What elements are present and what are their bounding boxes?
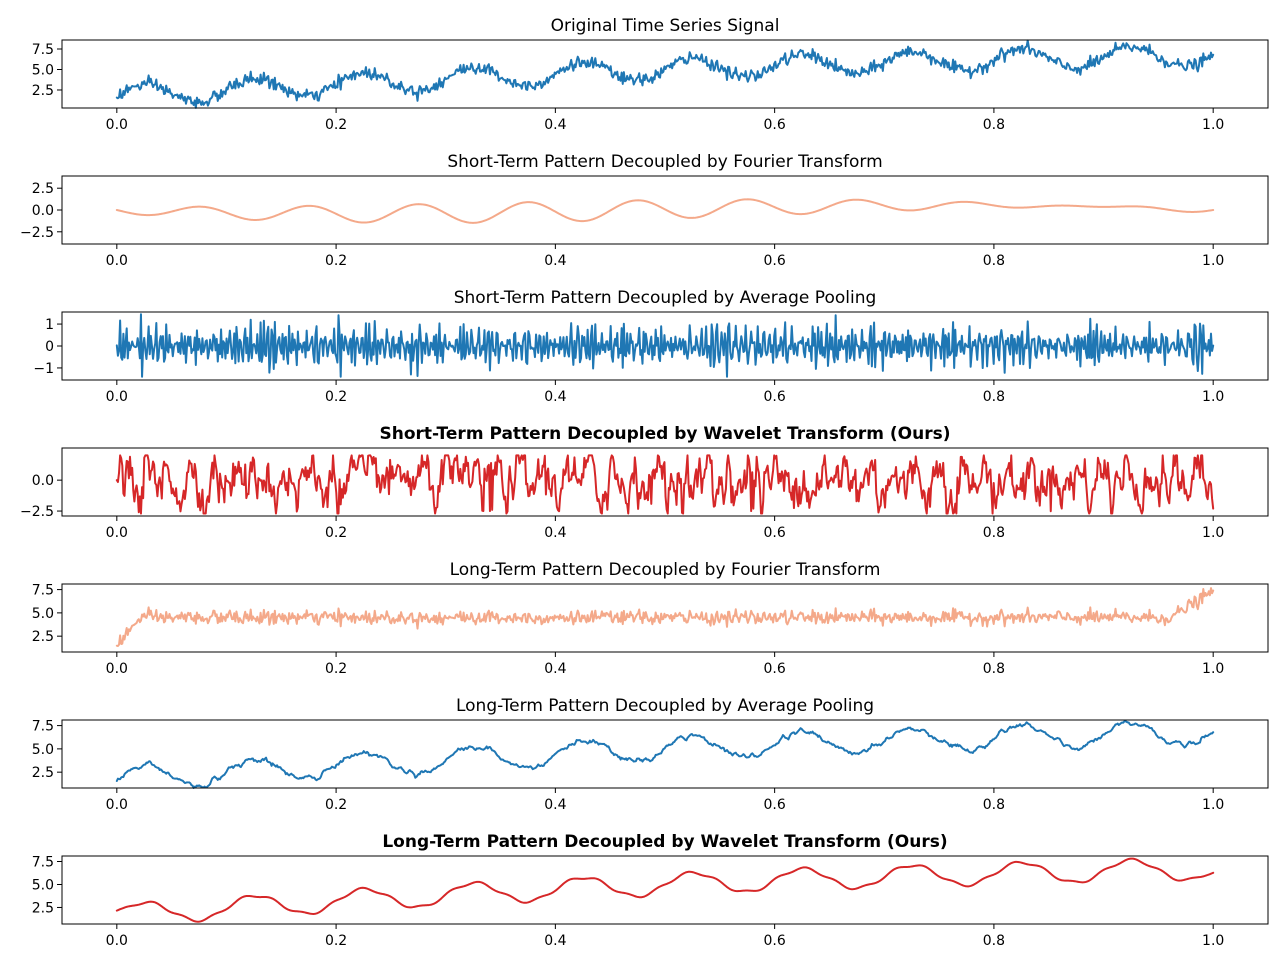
x-tick-label: 1.0 <box>1202 253 1224 269</box>
y-tick-label: 0.0 <box>32 473 54 489</box>
y-tick-label: 7.5 <box>32 719 54 735</box>
series-line <box>115 313 1215 378</box>
x-tick-label: 0.4 <box>544 117 566 133</box>
x-tick-label: 0.6 <box>764 525 786 541</box>
x-tick-label: 0.8 <box>983 117 1005 133</box>
subplot-2: Short-Term Pattern Decoupled by Fourier … <box>20 152 1269 269</box>
y-tick-label: −1 <box>33 361 54 377</box>
x-tick-label: 0.8 <box>983 389 1005 405</box>
series-line <box>115 454 1215 515</box>
subplot-title: Long-Term Pattern Decoupled by Fourier T… <box>450 560 881 580</box>
x-tick-label: 0.8 <box>983 933 1005 949</box>
x-tick-label: 0.4 <box>544 525 566 541</box>
x-tick-label: 0.2 <box>325 933 347 949</box>
y-tick-label: 5.0 <box>32 742 54 758</box>
y-tick-label: 0 <box>45 339 54 355</box>
x-tick-label: 0.6 <box>764 797 786 813</box>
x-tick-label: 0.2 <box>325 661 347 677</box>
y-tick-label: 1 <box>45 317 54 333</box>
x-tick-label: 1.0 <box>1202 117 1224 133</box>
subplot-title: Short-Term Pattern Decoupled by Fourier … <box>447 152 882 172</box>
series-line <box>115 720 1215 789</box>
y-tick-label: 2.5 <box>32 181 54 197</box>
y-tick-label: 7.5 <box>32 583 54 599</box>
subplot-title: Long-Term Pattern Decoupled by Wavelet T… <box>382 832 947 852</box>
y-tick-label: −2.5 <box>20 225 54 241</box>
x-tick-label: 0.0 <box>106 797 128 813</box>
x-tick-label: 0.6 <box>764 117 786 133</box>
x-tick-label: 0.4 <box>544 933 566 949</box>
x-tick-label: 0.6 <box>764 933 786 949</box>
x-tick-label: 0.8 <box>983 797 1005 813</box>
x-tick-label: 0.6 <box>764 661 786 677</box>
subplot-title: Long-Term Pattern Decoupled by Average P… <box>456 696 874 716</box>
x-tick-label: 0.6 <box>764 253 786 269</box>
subplot-title: Original Time Series Signal <box>551 16 780 36</box>
x-tick-label: 1.0 <box>1202 933 1224 949</box>
x-tick-label: 0.8 <box>983 661 1005 677</box>
x-tick-label: 0.4 <box>544 797 566 813</box>
y-tick-label: 7.5 <box>32 42 54 58</box>
y-tick-label: 2.5 <box>32 83 54 99</box>
subplot-1: Original Time Series Signal 0.0 0.2 0.4 0.6 0… <box>32 16 1269 133</box>
y-tick-label: 0.0 <box>32 203 54 219</box>
axes-frame <box>61 447 1269 517</box>
x-tick-label: 0.0 <box>106 525 128 541</box>
x-tick-label: 0.8 <box>983 525 1005 541</box>
x-tick-label: 0.4 <box>544 389 566 405</box>
x-tick-label: 0.0 <box>106 253 128 269</box>
x-tick-label: 0.2 <box>325 117 347 133</box>
y-tick-label: 5.0 <box>32 62 54 78</box>
y-tick-label: 5.0 <box>32 606 54 622</box>
subplot-3: Short-Term Pattern Decoupled by Average … <box>33 288 1269 405</box>
y-tick-label: 5.0 <box>32 877 54 893</box>
subplot-7: Long-Term Pattern Decoupled by Wavelet T… <box>32 832 1269 949</box>
axes-frame <box>61 39 1269 109</box>
x-tick-label: 1.0 <box>1202 389 1224 405</box>
x-tick-label: 0.0 <box>106 933 128 949</box>
y-tick-label: 7.5 <box>32 855 54 871</box>
x-tick-label: 0.2 <box>325 525 347 541</box>
axes-frame <box>61 583 1269 653</box>
subplot-5: Long-Term Pattern Decoupled by Fourier T… <box>32 560 1269 677</box>
series-line <box>115 39 1215 109</box>
x-tick-label: 0.0 <box>106 661 128 677</box>
subplot-title: Short-Term Pattern Decoupled by Wavelet … <box>379 424 950 444</box>
axes-frame <box>61 855 1269 925</box>
subplot-4: Short-Term Pattern Decoupled by Wavelet … <box>20 424 1269 541</box>
series-line <box>115 198 1215 224</box>
x-tick-label: 0.2 <box>325 797 347 813</box>
x-tick-label: 1.0 <box>1202 797 1224 813</box>
x-tick-label: 0.2 <box>325 389 347 405</box>
series-line <box>115 857 1215 923</box>
x-tick-label: 0.0 <box>106 117 128 133</box>
y-tick-label: 2.5 <box>32 629 54 645</box>
subplot-6: Long-Term Pattern Decoupled by Average P… <box>32 696 1269 813</box>
axes-frame <box>61 719 1269 789</box>
x-tick-label: 1.0 <box>1202 525 1224 541</box>
x-tick-label: 0.4 <box>544 253 566 269</box>
x-tick-label: 0.4 <box>544 661 566 677</box>
x-tick-label: 0.8 <box>983 253 1005 269</box>
x-tick-label: 0.2 <box>325 253 347 269</box>
y-tick-label: −2.5 <box>20 504 54 520</box>
x-tick-label: 0.6 <box>764 389 786 405</box>
x-tick-label: 1.0 <box>1202 661 1224 677</box>
x-tick-label: 0.0 <box>106 389 128 405</box>
subplot-title: Short-Term Pattern Decoupled by Average … <box>454 288 877 308</box>
y-tick-label: 2.5 <box>32 900 54 916</box>
y-tick-label: 2.5 <box>32 765 54 781</box>
series-line <box>115 587 1215 647</box>
